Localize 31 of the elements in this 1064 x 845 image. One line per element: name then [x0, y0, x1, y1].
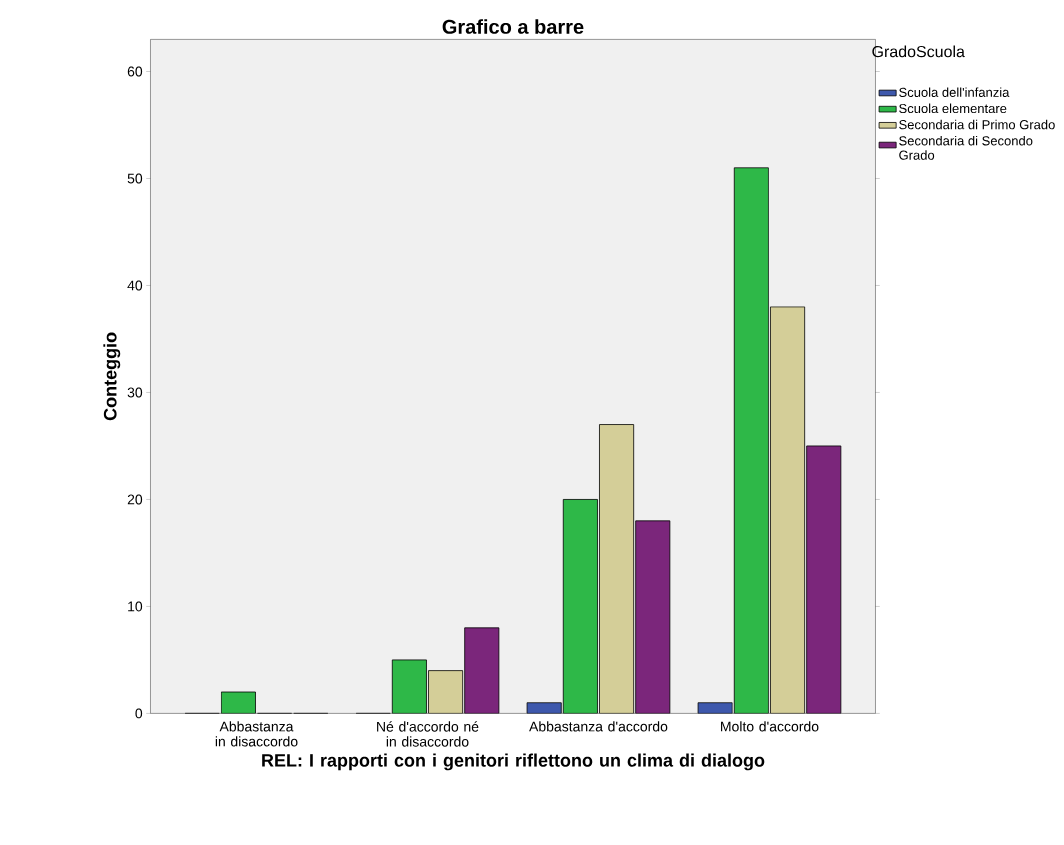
bar — [697, 702, 733, 714]
x-tick-label: Né d'accordo né in disaccordo — [377, 721, 479, 747]
bar — [221, 692, 256, 714]
bar — [599, 424, 634, 714]
legend-label: Secondaria di Secondo Grado — [899, 135, 1033, 160]
bar — [464, 627, 499, 714]
x-axis-title: REL: I rapporti con i genitori riflettono un clima di dialogo — [262, 753, 765, 771]
x-tick-label: Abbastanza in disaccordo — [215, 721, 298, 747]
bar — [806, 445, 842, 714]
bar — [428, 670, 463, 714]
bar — [635, 520, 670, 714]
bar — [392, 659, 427, 714]
bar — [527, 702, 562, 714]
bar — [733, 167, 769, 714]
y-axis-title: Conteggio — [103, 332, 121, 421]
y-tick-label: 20 — [127, 494, 143, 505]
bar — [563, 499, 598, 714]
x-tick-label: Abbastanza d'accordo — [529, 721, 668, 732]
y-tick-label: 30 — [127, 387, 143, 398]
y-tick-label: 10 — [128, 601, 143, 612]
legend-title: GradoScuola — [872, 45, 965, 58]
y-tick-label: 0 — [135, 708, 143, 719]
legend-label: Scuola dell'infanzia — [899, 87, 1010, 97]
y-tick-label: 40 — [127, 280, 143, 291]
legend-label: Scuola elementare — [899, 103, 1007, 114]
y-tick-label: 50 — [127, 173, 143, 184]
chart-title: Grafico a barre — [442, 19, 584, 34]
y-tick-label: 60 — [127, 66, 143, 77]
legend-label: Secondaria di Primo Grado — [899, 119, 1055, 130]
x-tick-label: Molto d'accordo — [721, 721, 819, 732]
bar — [770, 306, 806, 714]
